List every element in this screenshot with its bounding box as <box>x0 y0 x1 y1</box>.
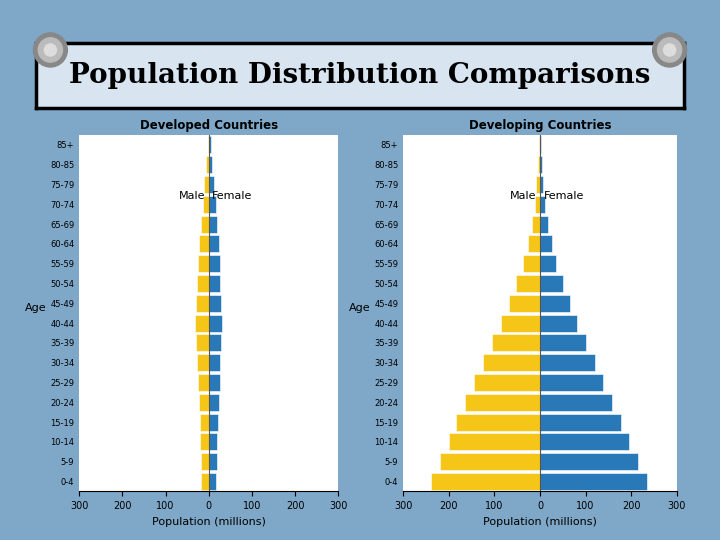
Bar <box>199 414 209 430</box>
Text: Female: Female <box>544 191 584 201</box>
Bar <box>540 255 557 272</box>
Bar <box>209 374 220 391</box>
Circle shape <box>38 38 63 62</box>
Bar <box>538 156 540 173</box>
Circle shape <box>657 38 682 62</box>
Bar <box>431 473 540 490</box>
Bar <box>209 354 220 371</box>
Bar <box>206 156 209 173</box>
Bar <box>540 215 548 233</box>
Bar <box>209 473 216 490</box>
Bar <box>540 374 603 391</box>
Bar <box>540 275 563 292</box>
Bar <box>540 354 595 371</box>
Circle shape <box>33 33 68 67</box>
Bar <box>200 434 209 450</box>
Bar <box>201 453 209 470</box>
X-axis label: Population (millions): Population (millions) <box>152 517 266 526</box>
Bar <box>209 176 214 193</box>
Bar <box>540 394 612 411</box>
Bar <box>449 434 540 450</box>
Bar <box>456 414 540 430</box>
Bar <box>209 255 220 272</box>
Text: Male: Male <box>179 191 205 201</box>
Circle shape <box>45 44 56 56</box>
Bar <box>540 334 585 352</box>
Circle shape <box>652 33 687 67</box>
Bar <box>509 295 540 312</box>
Bar <box>523 255 540 272</box>
Bar <box>196 295 209 312</box>
Bar <box>540 434 629 450</box>
Text: Male: Male <box>510 191 536 201</box>
Bar <box>465 394 540 411</box>
Bar <box>532 215 540 233</box>
Bar <box>199 235 209 252</box>
Text: Population Distribution Comparisons: Population Distribution Comparisons <box>69 62 651 89</box>
Title: Developed Countries: Developed Countries <box>140 119 278 132</box>
Bar <box>540 473 647 490</box>
X-axis label: Population (millions): Population (millions) <box>483 517 597 526</box>
Bar <box>540 295 570 312</box>
Bar <box>492 334 540 352</box>
Bar <box>534 196 540 213</box>
Bar <box>201 215 209 233</box>
Bar <box>201 473 209 490</box>
Bar <box>209 156 212 173</box>
Bar <box>483 354 540 371</box>
Bar <box>501 315 540 332</box>
Bar <box>209 235 219 252</box>
Bar <box>197 354 209 371</box>
Bar <box>209 334 221 352</box>
Bar <box>474 374 540 391</box>
Y-axis label: Age: Age <box>349 303 371 313</box>
Bar <box>440 453 540 470</box>
Bar <box>197 334 209 352</box>
Bar <box>209 137 211 153</box>
Bar <box>540 137 541 153</box>
Bar <box>536 176 540 193</box>
Bar <box>198 374 209 391</box>
Text: Female: Female <box>212 191 253 201</box>
Bar <box>209 295 221 312</box>
Bar <box>209 394 219 411</box>
Bar <box>209 275 220 292</box>
Circle shape <box>664 44 675 56</box>
Bar <box>540 176 543 193</box>
Y-axis label: Age: Age <box>25 303 47 313</box>
Bar <box>209 315 222 332</box>
Bar <box>540 196 545 213</box>
Bar <box>195 315 209 332</box>
Bar <box>540 315 577 332</box>
Bar <box>540 235 552 252</box>
Bar <box>207 137 209 153</box>
Title: Developing Countries: Developing Countries <box>469 119 611 132</box>
Bar <box>539 137 540 153</box>
Bar <box>540 156 542 173</box>
Bar <box>197 275 209 292</box>
Bar <box>209 215 217 233</box>
Bar <box>209 414 218 430</box>
Bar <box>203 196 209 213</box>
Bar <box>516 275 540 292</box>
Bar <box>209 196 216 213</box>
Bar <box>199 394 209 411</box>
Bar <box>204 176 209 193</box>
Bar <box>198 255 209 272</box>
Bar <box>528 235 540 252</box>
Bar <box>209 434 217 450</box>
Bar <box>540 453 638 470</box>
Bar <box>209 453 217 470</box>
Bar <box>540 414 621 430</box>
